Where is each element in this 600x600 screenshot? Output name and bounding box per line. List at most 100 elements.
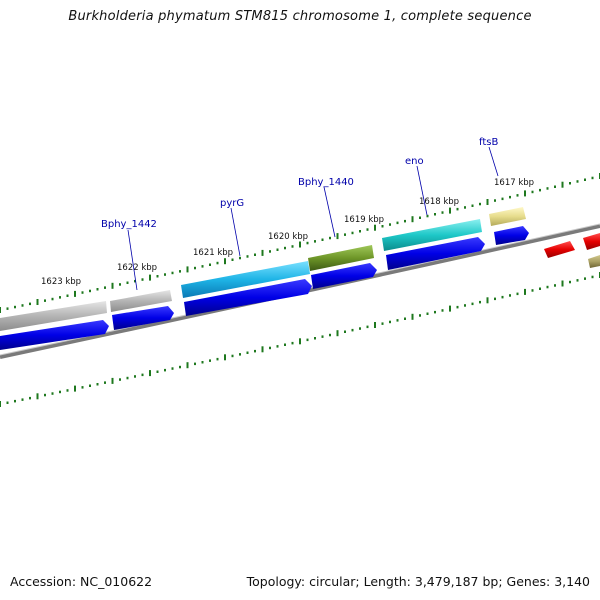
tick-minor (404, 219, 406, 223)
tick-minor (509, 294, 511, 297)
tick-major (149, 370, 151, 377)
tick-minor (516, 292, 519, 296)
tick-minor (291, 245, 294, 248)
tick-minor (389, 223, 391, 226)
tick-minor (254, 349, 256, 353)
tick-minor (194, 266, 196, 270)
cds-arrow-6[interactable] (494, 226, 529, 245)
tick-minor (216, 261, 219, 265)
tick-minor (104, 286, 106, 289)
gene-eno[interactable] (382, 219, 482, 251)
tick-minor (171, 367, 174, 370)
tick-minor (396, 319, 399, 322)
cds-arrow-1[interactable] (0, 320, 109, 350)
topology-summary: Topology: circular; Length: 3,479,187 bp… (246, 574, 590, 589)
tick-minor (59, 296, 61, 299)
tick-minor (201, 265, 204, 268)
tick-minor (464, 206, 466, 209)
gene-Bphy-1440[interactable] (308, 245, 374, 271)
gene-ftsB[interactable] (489, 207, 526, 226)
tick-major (411, 313, 414, 320)
tick-minor (291, 341, 294, 345)
tick-minor (44, 393, 46, 397)
tick-minor (381, 322, 384, 325)
tick-minor (119, 378, 121, 381)
tick-minor (66, 389, 69, 392)
tick-minor (321, 238, 324, 241)
leader-line (127, 229, 138, 291)
gene-label-Bphy-1442[interactable]: Bphy_1442 (101, 219, 157, 230)
feature-genes (0, 207, 600, 331)
tick-minor (464, 304, 466, 307)
map-title: Burkholderia phymatum STM815 chromosome … (68, 9, 532, 24)
tick-major (224, 258, 226, 265)
tick-minor (344, 330, 346, 333)
tick-minor (441, 309, 444, 312)
tick-major (224, 354, 226, 361)
kbp-label: 1623 kbp (41, 277, 81, 287)
kbp-label: 1618 kbp (419, 197, 459, 207)
tick-minor (576, 279, 579, 282)
tick-minor (156, 370, 159, 373)
tick-minor (44, 299, 46, 302)
tick-minor (591, 275, 594, 279)
tick-major (149, 274, 151, 281)
gene-gray-1[interactable] (0, 301, 107, 331)
tick-minor (284, 246, 286, 250)
gene-label-ftsB[interactable]: ftsB (479, 137, 498, 148)
leader-line (416, 165, 428, 216)
tick-major (411, 216, 414, 223)
tick-minor (239, 353, 241, 356)
kbp-label: 1620 kbp (268, 232, 308, 242)
tick-minor (51, 297, 54, 301)
tick-minor (539, 287, 541, 290)
tick-minor (81, 291, 84, 294)
tick-minor (584, 277, 586, 280)
tick-minor (396, 221, 399, 225)
gene-khaki[interactable] (588, 255, 600, 268)
tick-minor (366, 325, 369, 329)
tick-minor (14, 399, 16, 403)
tick-minor (456, 305, 459, 309)
tick-minor (539, 188, 541, 192)
cds-arrow-3[interactable] (184, 279, 312, 316)
inner-tick-ring (0, 272, 600, 407)
tick-minor (546, 187, 549, 190)
tick-minor (231, 354, 234, 358)
tick-minor (164, 368, 166, 372)
tick-minor (141, 278, 144, 281)
tick-minor (531, 289, 534, 292)
tick-minor (254, 253, 256, 256)
tick-minor (344, 233, 346, 236)
cds-arrow-2[interactable] (112, 306, 174, 330)
tick-minor (119, 283, 121, 286)
tick-major (0, 401, 1, 407)
tick-major (336, 330, 339, 337)
kbp-label: 1617 kbp (494, 178, 534, 188)
tick-minor (209, 263, 211, 266)
tick-minor (501, 197, 504, 201)
tick-minor (156, 275, 159, 278)
cds-arrow-5[interactable] (386, 237, 485, 270)
gene-red-2[interactable] (583, 233, 600, 250)
tick-minor (246, 255, 249, 258)
tick-minor (134, 279, 136, 283)
tick-minor (351, 231, 354, 235)
tick-minor (479, 300, 481, 304)
gene-red-1[interactable] (544, 241, 575, 258)
tick-minor (389, 320, 391, 324)
cds-arrow-4[interactable] (311, 263, 377, 289)
tick-minor (6, 307, 9, 310)
tick-major (486, 199, 489, 205)
gene-gray-2[interactable] (110, 290, 172, 312)
gene-label-Bphy-1440[interactable]: Bphy_1440 (298, 177, 354, 188)
tick-minor (29, 396, 31, 400)
gene-label-pyrG[interactable]: pyrG (220, 198, 244, 209)
tick-major (524, 190, 526, 197)
tick-major (261, 346, 264, 353)
tick-minor (584, 178, 586, 181)
gene-label-eno[interactable]: eno (405, 156, 424, 167)
tick-minor (314, 240, 316, 243)
gene-pyrG[interactable] (181, 261, 310, 298)
